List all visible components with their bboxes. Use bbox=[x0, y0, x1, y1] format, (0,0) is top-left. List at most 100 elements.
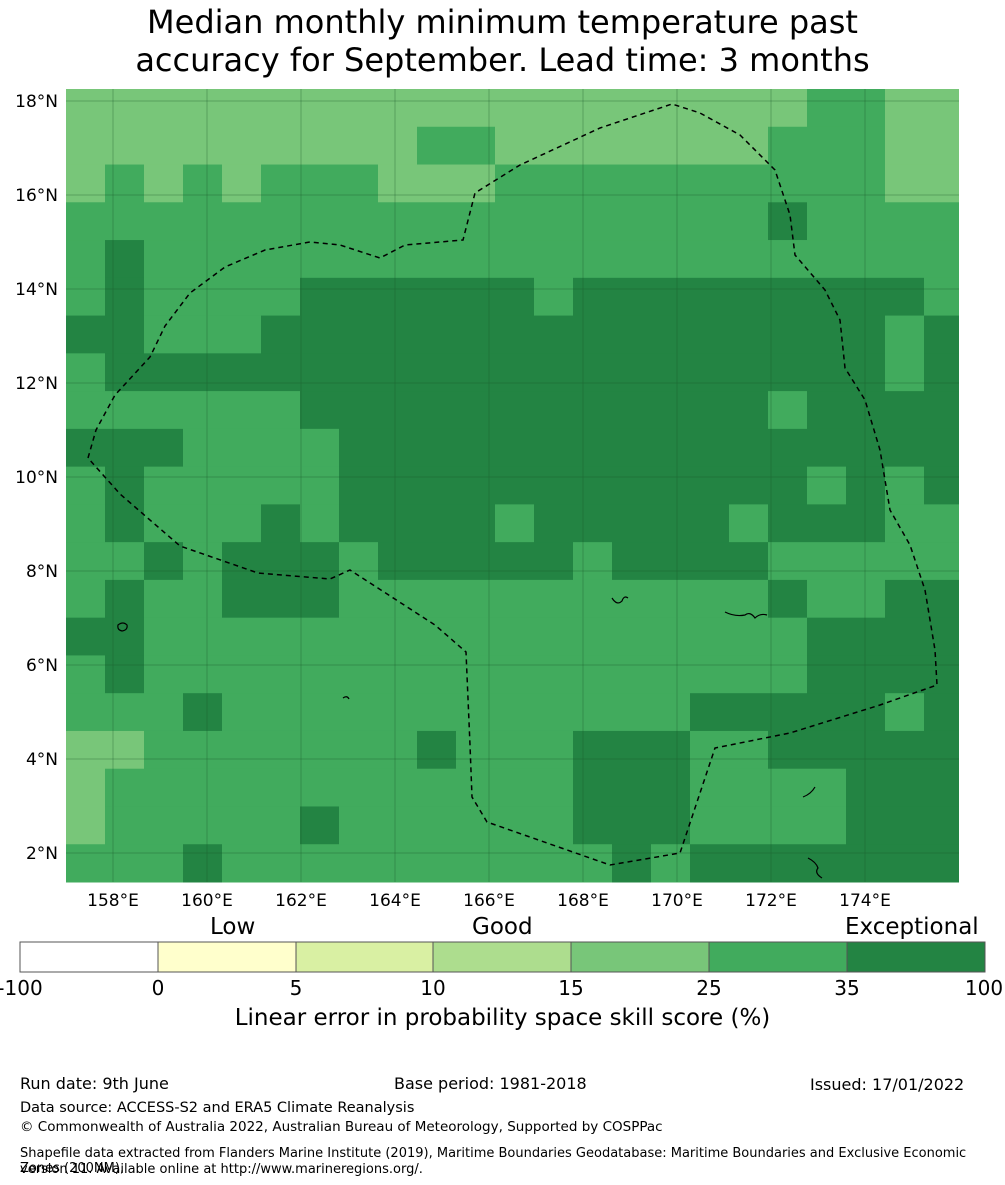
grid-cell bbox=[729, 504, 768, 543]
grid-cell bbox=[105, 617, 144, 656]
grid-cell bbox=[222, 655, 261, 694]
grid-cell bbox=[651, 202, 690, 241]
grid-cell bbox=[924, 542, 959, 581]
grid-cell bbox=[534, 730, 573, 770]
grid-cell bbox=[768, 542, 807, 581]
grid-cell bbox=[417, 542, 456, 581]
grid-cell bbox=[846, 391, 885, 430]
grid-cell bbox=[534, 579, 573, 619]
grid-cell bbox=[807, 89, 846, 128]
grid-cell bbox=[534, 315, 573, 354]
grid-cell bbox=[690, 768, 729, 807]
grid-cell bbox=[768, 126, 807, 166]
grid-cell bbox=[846, 579, 885, 619]
grid-cell bbox=[690, 277, 729, 317]
grid-cell bbox=[690, 542, 729, 581]
grid-cell bbox=[495, 542, 534, 581]
grid-cell bbox=[573, 768, 612, 807]
grid-cell bbox=[183, 844, 222, 883]
grid-cell bbox=[768, 353, 807, 392]
grid-cell bbox=[183, 164, 222, 203]
grid-cell bbox=[144, 240, 183, 279]
grid-cell bbox=[924, 806, 959, 845]
grid-cell bbox=[690, 617, 729, 656]
grid-cell bbox=[924, 391, 959, 430]
grid-cell bbox=[339, 504, 378, 543]
grid-cell bbox=[846, 277, 885, 317]
grid-cell bbox=[846, 806, 885, 845]
skill-grid bbox=[66, 89, 959, 883]
grid-cell bbox=[534, 655, 573, 694]
grid-cell bbox=[612, 617, 651, 656]
grid-cell bbox=[144, 542, 183, 581]
grid-cell bbox=[651, 693, 690, 732]
grid-cell bbox=[222, 391, 261, 430]
grid-cell bbox=[924, 428, 959, 468]
chart-title-line1: Median monthly minimum temperature past bbox=[147, 3, 858, 41]
grid-cell bbox=[534, 277, 573, 317]
lat-tick-label: 16°N bbox=[15, 186, 58, 206]
grid-cell bbox=[573, 806, 612, 845]
lat-tick-label: 2°N bbox=[26, 844, 58, 864]
grid-cell bbox=[729, 693, 768, 732]
grid-cell bbox=[456, 655, 495, 694]
grid-cell bbox=[729, 579, 768, 619]
grid-cell bbox=[66, 391, 105, 430]
grid-cell bbox=[105, 240, 144, 279]
grid-cell bbox=[144, 504, 183, 543]
lat-tick-label: 8°N bbox=[26, 562, 58, 582]
grid-cell bbox=[144, 391, 183, 430]
grid-cell bbox=[768, 466, 807, 505]
grid-cell bbox=[378, 542, 417, 581]
grid-cell bbox=[378, 89, 417, 128]
grid-cell bbox=[495, 428, 534, 468]
colorbar-label-good: Good bbox=[472, 914, 533, 940]
grid-cell bbox=[222, 89, 261, 128]
grid-cell bbox=[183, 466, 222, 505]
grid-cell bbox=[768, 617, 807, 656]
grid-cell bbox=[183, 428, 222, 468]
island bbox=[802, 786, 816, 798]
grid-cell bbox=[339, 579, 378, 619]
grid-cell bbox=[261, 655, 300, 694]
grid-cell bbox=[144, 202, 183, 241]
grid-cell bbox=[612, 806, 651, 845]
colorbar-box bbox=[432, 941, 572, 973]
grid-cell bbox=[261, 164, 300, 203]
grid-cell bbox=[456, 542, 495, 581]
grid-cell bbox=[222, 504, 261, 543]
grid-cell bbox=[807, 126, 846, 166]
grid-cell bbox=[690, 504, 729, 543]
grid-cell bbox=[339, 768, 378, 807]
grid-cell bbox=[534, 164, 573, 203]
grid-cell bbox=[378, 164, 417, 203]
grid-cell bbox=[846, 655, 885, 694]
grid-cell bbox=[66, 353, 105, 392]
grid-cell bbox=[573, 730, 612, 770]
grid-cell bbox=[846, 542, 885, 581]
grid-cell bbox=[807, 768, 846, 807]
grid-cell bbox=[456, 466, 495, 505]
grid-cell bbox=[846, 315, 885, 354]
grid-cell bbox=[105, 579, 144, 619]
grid-cell bbox=[846, 428, 885, 468]
grid-cell bbox=[417, 240, 456, 279]
grid-cell bbox=[378, 844, 417, 883]
grid-cell bbox=[768, 428, 807, 468]
grid-cell bbox=[261, 315, 300, 354]
lon-tick-label: 162°E bbox=[275, 891, 327, 911]
grid-cell bbox=[534, 806, 573, 845]
grid-cell bbox=[339, 126, 378, 166]
grid-cell bbox=[612, 240, 651, 279]
grid-cell bbox=[456, 89, 495, 128]
grid-cell bbox=[183, 579, 222, 619]
grid-cell bbox=[144, 617, 183, 656]
grid-cell bbox=[456, 617, 495, 656]
grid-cell bbox=[417, 844, 456, 883]
grid-cell bbox=[885, 542, 924, 581]
grid-cell bbox=[924, 315, 959, 354]
data-source: Data source: ACCESS-S2 and ERA5 Climate … bbox=[20, 1100, 415, 1116]
lat-tick-label: 4°N bbox=[26, 750, 58, 770]
grid-cell bbox=[144, 466, 183, 505]
